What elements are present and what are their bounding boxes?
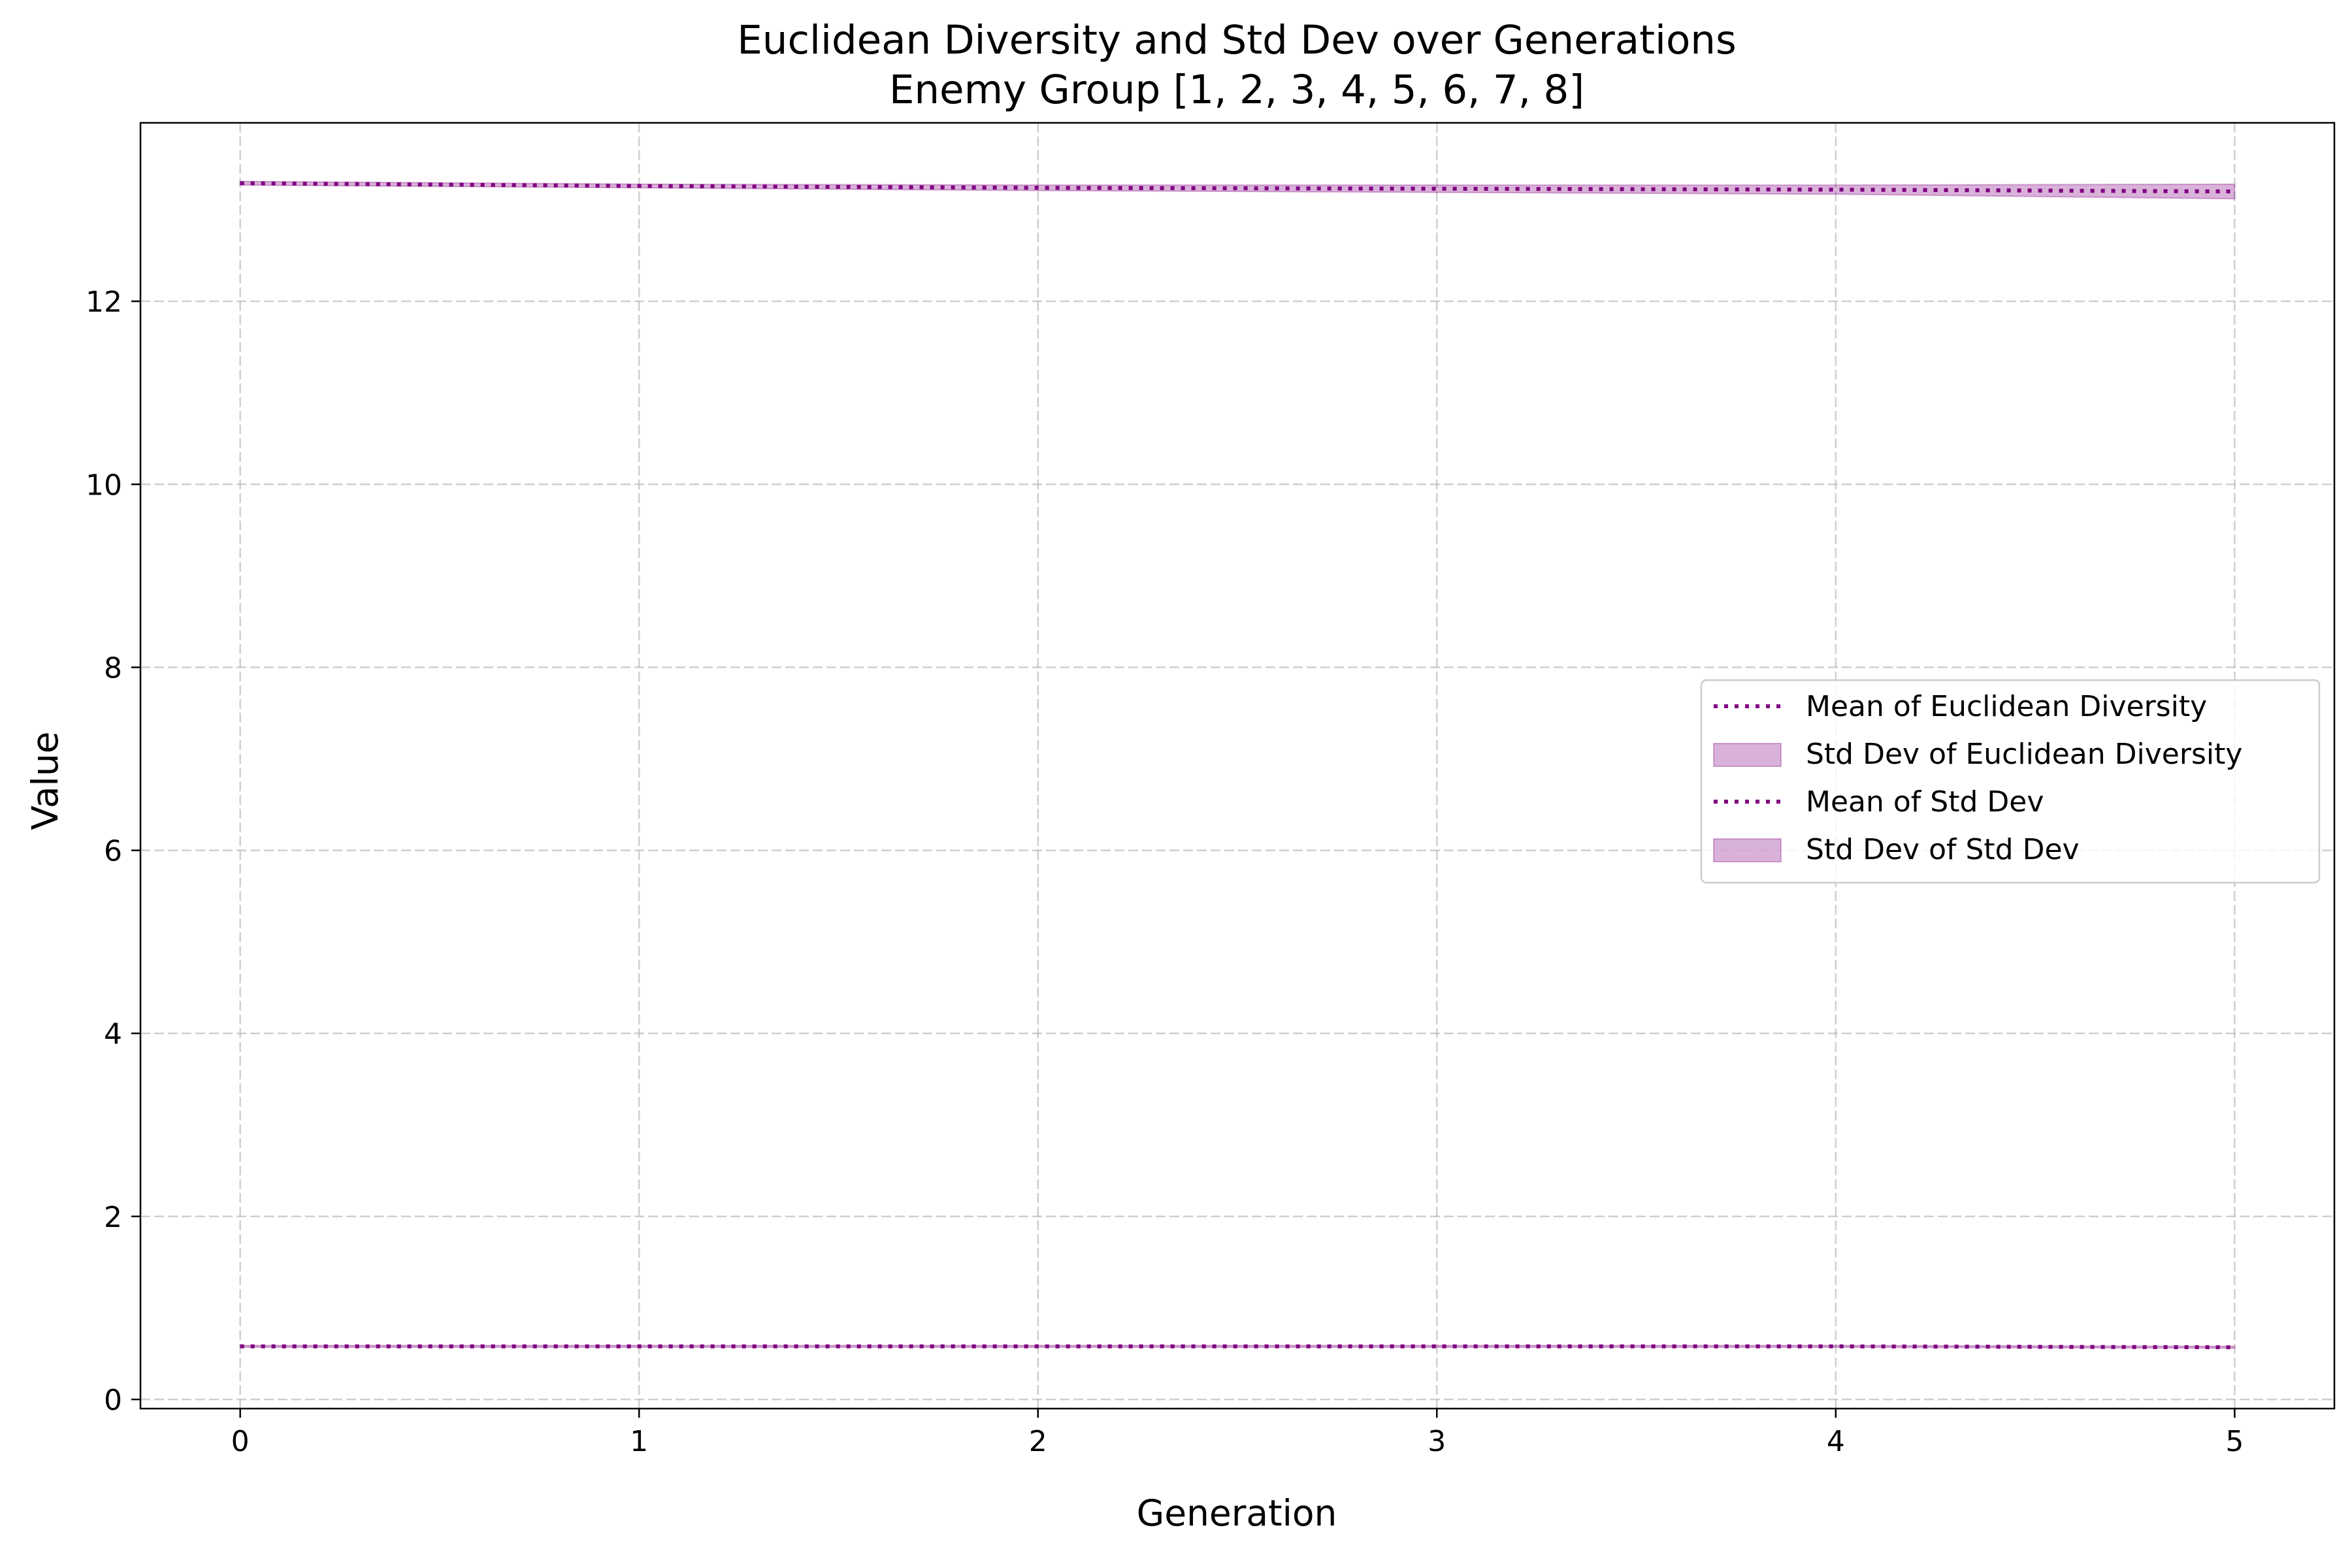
y-tick-label-0: 0	[104, 1384, 122, 1417]
y-tick-label-3: 6	[104, 835, 122, 868]
y-tick-label-5: 10	[86, 468, 122, 502]
legend-label-mean-of-euclidean-diversity: Mean of Euclidean Diversity	[1806, 690, 2207, 723]
legend-box	[1700, 679, 2321, 884]
x-tick-label-5: 5	[2225, 1425, 2244, 1458]
x-axis-ticks: 0 1 2 3 4 5	[231, 1409, 2244, 1458]
x-tick-label-1: 1	[630, 1425, 648, 1458]
y-tick-label-6: 12	[86, 286, 122, 319]
legend-swatch-std-dev-of-std-dev	[1713, 838, 1782, 862]
legend-swatch-std-dev-of-euclidean-diversity	[1713, 743, 1782, 767]
x-tick-label-0: 0	[231, 1425, 250, 1458]
x-tick-label-2: 2	[1029, 1425, 1047, 1458]
legend-label-std-dev-of-std-dev: Std Dev of Std Dev	[1806, 833, 2080, 866]
y-axis-ticks: 0 2 4 6 8 10 12	[86, 286, 140, 1417]
x-tick-label-4: 4	[1827, 1425, 1845, 1458]
chart-title: Euclidean Diversity and Std Dev over Gen…	[737, 17, 1736, 63]
x-axis-label: Generation	[1137, 1492, 1337, 1534]
plot-frame	[139, 122, 2336, 1410]
legend-label-std-dev-of-euclidean-diversity: Std Dev of Euclidean Diversity	[1806, 738, 2242, 771]
grid	[140, 123, 2334, 1409]
legend-label-mean-of-std-dev: Mean of Std Dev	[1806, 785, 2044, 819]
y-tick-label-2: 4	[104, 1018, 122, 1051]
chart-subtitle: Enemy Group [1, 2, 3, 4, 5, 6, 7, 8]	[889, 67, 1584, 113]
legend: Mean of Euclidean Diversity Std Dev of Eu…	[1700, 679, 2321, 884]
y-tick-label-4: 8	[104, 651, 122, 685]
x-tick-label-3: 3	[1428, 1425, 1446, 1458]
y-axis-label: Value	[24, 731, 66, 830]
y-tick-label-1: 2	[104, 1201, 122, 1234]
